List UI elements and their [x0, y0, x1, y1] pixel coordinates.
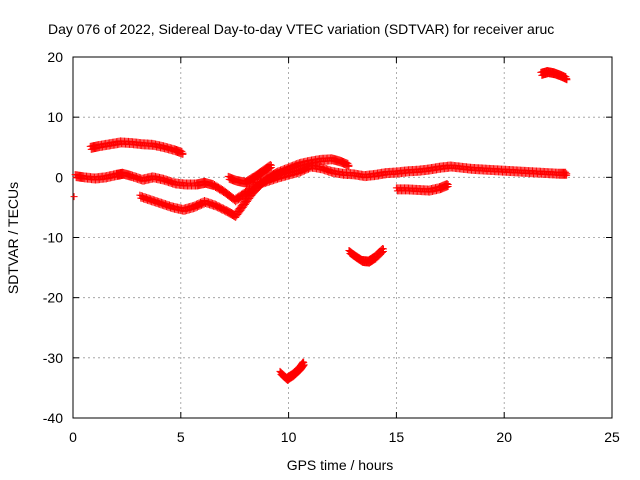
data-point — [299, 358, 307, 366]
y-tick-label: -40 — [43, 410, 63, 426]
data-point — [443, 180, 451, 188]
x-tick-label: 20 — [496, 429, 512, 445]
x-tick-label: 5 — [177, 429, 185, 445]
axis-ticks: 0 5 10 15 20 25 -40 -30 -20 -10 0 10 20 — [43, 49, 620, 445]
chart-title: Day 076 of 2022, Sidereal Day-to-day VTE… — [48, 21, 554, 37]
y-axis-label: SDTVAR / TECUs — [5, 182, 21, 294]
data-point — [444, 181, 452, 189]
y-tick-label: 0 — [55, 169, 63, 185]
data-point — [267, 161, 275, 169]
data-point — [562, 168, 570, 176]
y-tick-label: 10 — [47, 109, 63, 125]
data-points — [70, 67, 571, 384]
y-tick-label: 20 — [47, 49, 63, 65]
x-tick-label: 10 — [281, 429, 297, 445]
data-point — [266, 161, 274, 169]
data-point — [563, 170, 571, 178]
x-axis-label: GPS time / hours — [287, 457, 394, 473]
data-point — [70, 193, 78, 201]
data-point — [379, 245, 387, 253]
data-point — [300, 359, 308, 367]
y-tick-label: -10 — [43, 230, 63, 246]
x-tick-label: 25 — [604, 429, 620, 445]
x-tick-label: 0 — [69, 429, 77, 445]
grid — [73, 57, 612, 418]
y-tick-label: -30 — [43, 350, 63, 366]
data-point — [563, 75, 571, 83]
y-tick-label: -20 — [43, 290, 63, 306]
data-point — [345, 161, 353, 169]
data-point — [179, 149, 187, 157]
x-tick-label: 15 — [389, 429, 405, 445]
